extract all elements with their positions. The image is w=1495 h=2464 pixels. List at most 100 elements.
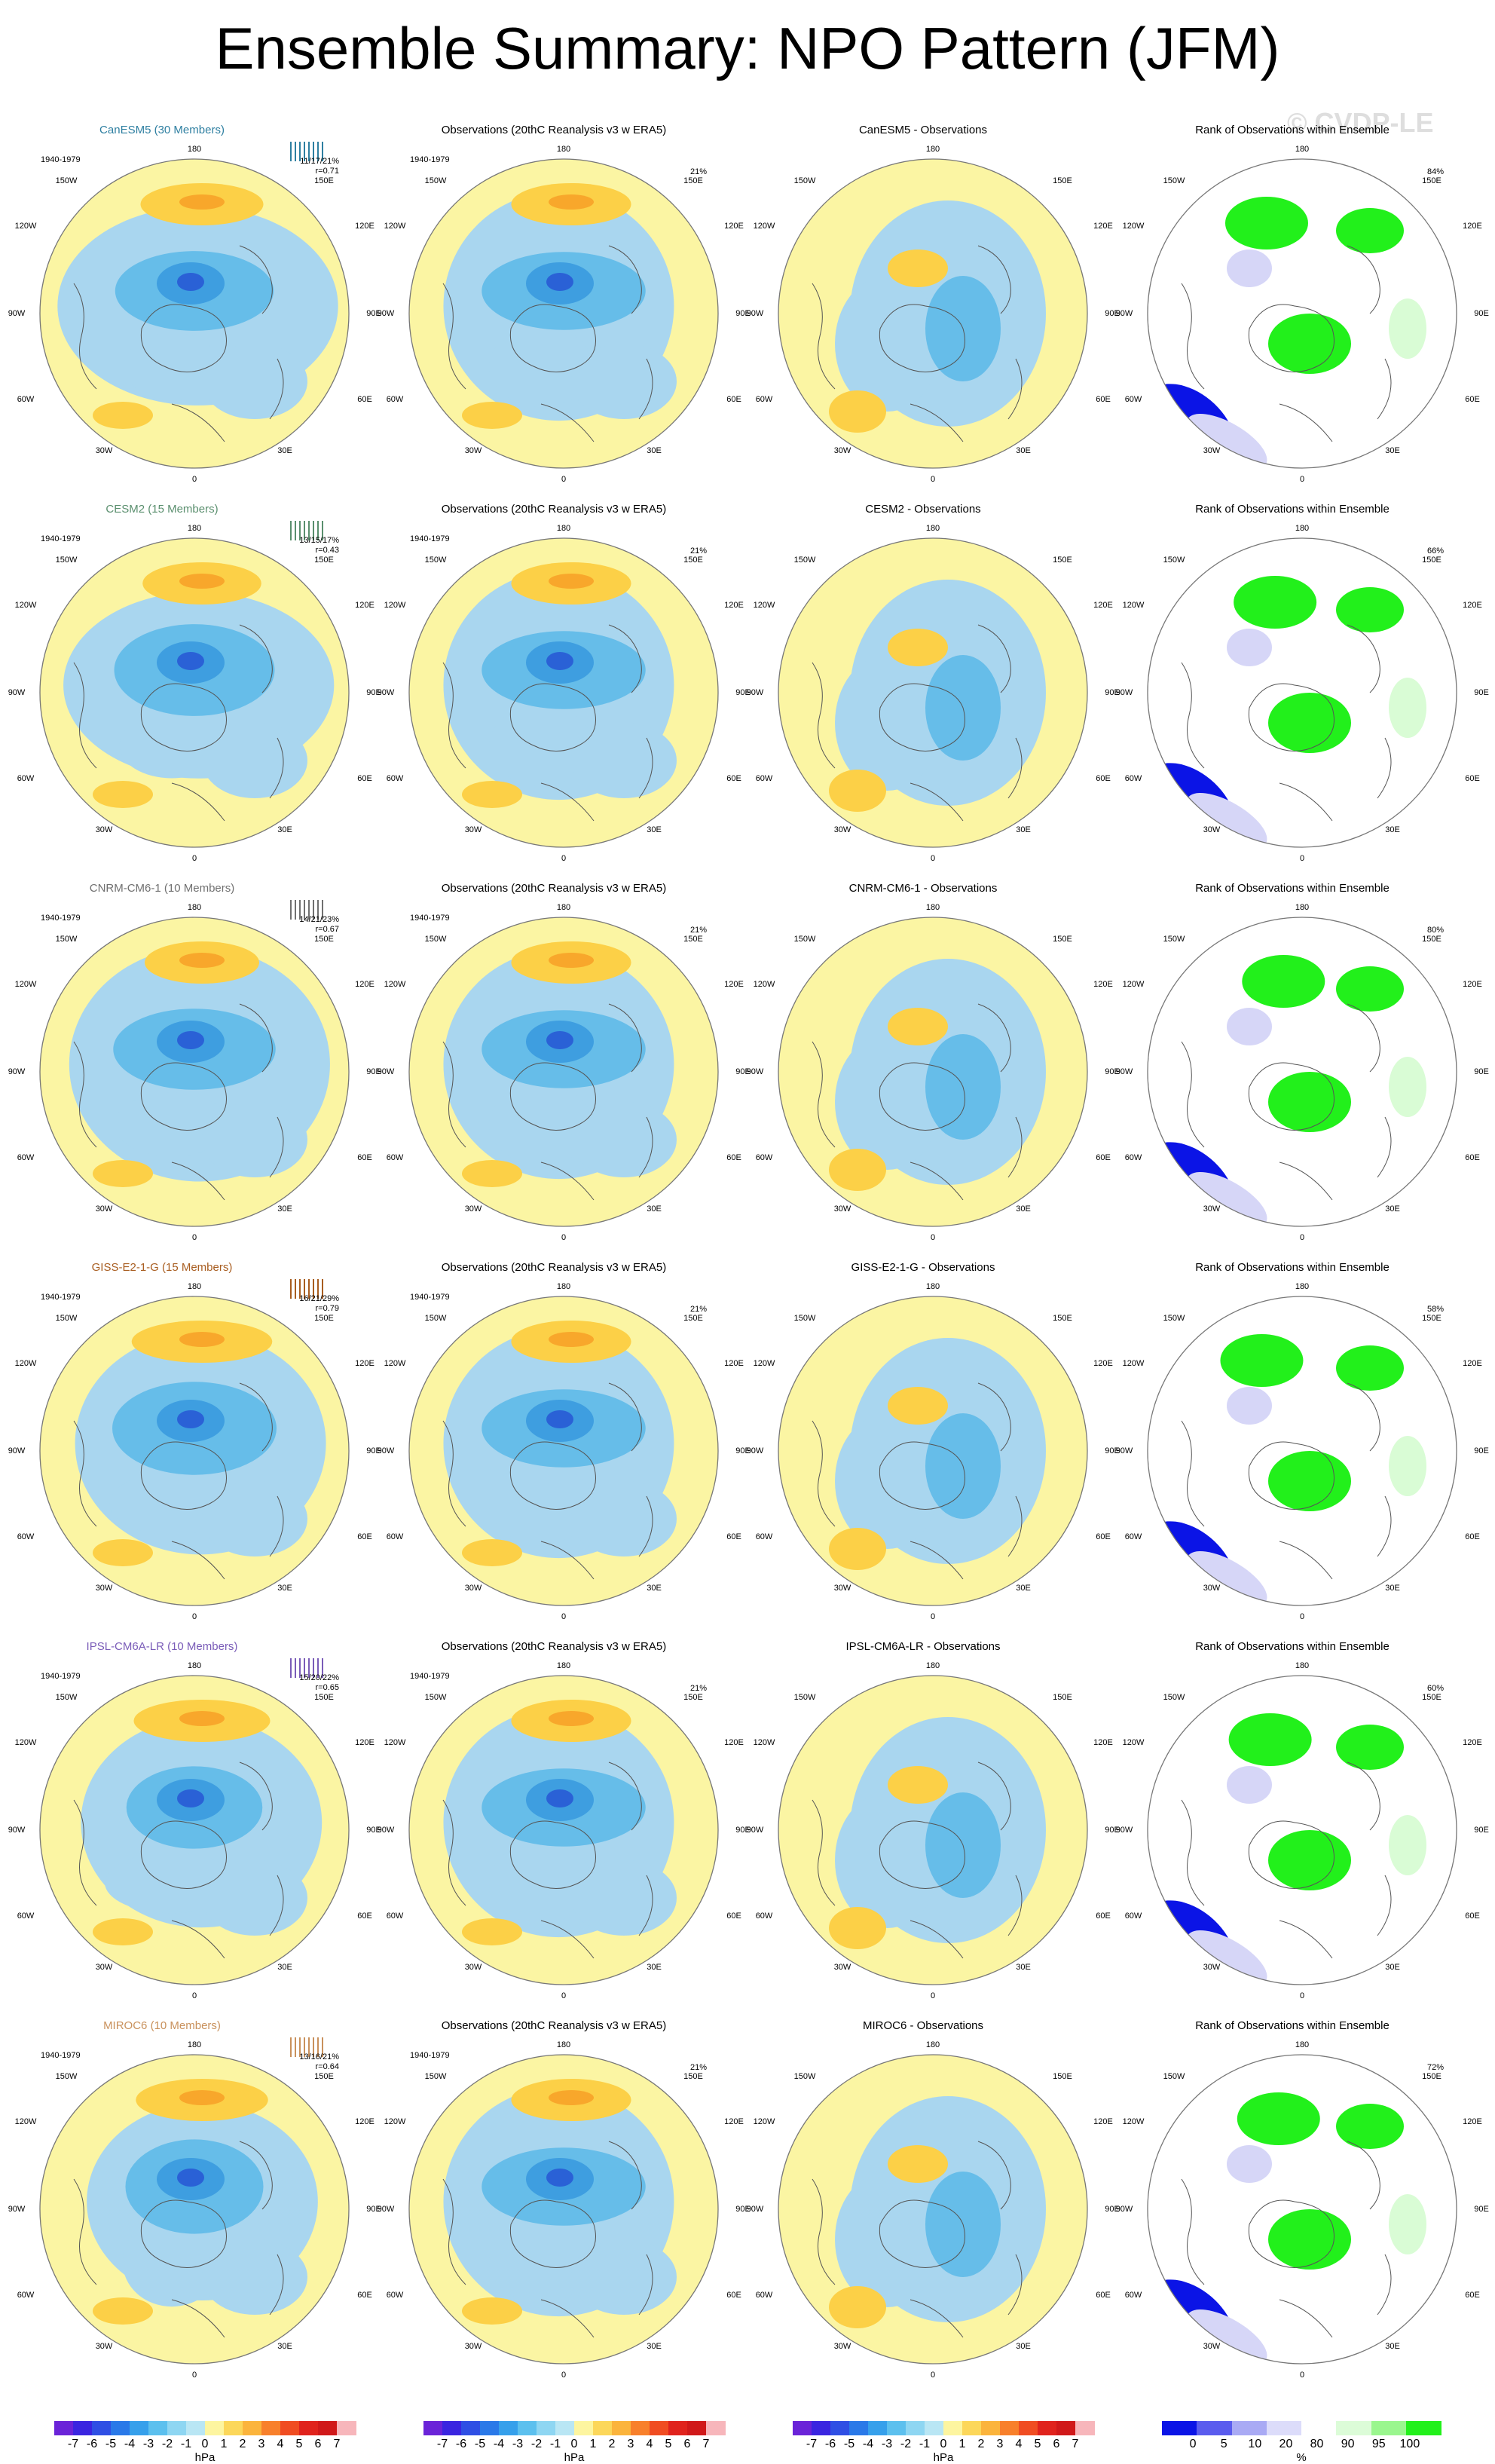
- polar-map: [1147, 917, 1457, 1227]
- axis-label-ese: 60E: [357, 395, 372, 404]
- obs-title: Observations (20thC Reanalysis v3 w ERA5…: [441, 882, 667, 895]
- axis-label-ese: 60E: [726, 1532, 741, 1541]
- axis-label-ese: 60E: [357, 2291, 372, 2300]
- axis-label-ene: 120E: [1463, 2117, 1482, 2126]
- axis-label-w: 90W: [377, 309, 395, 318]
- polar-map: [408, 1296, 719, 1606]
- axis-label-e: 90E: [1474, 1826, 1489, 1835]
- axis-label-bottom: 0: [561, 1991, 567, 2000]
- panel-rank-1: Rank of Observations within Ensemble 66%…: [1108, 486, 1489, 863]
- axis-label-wnw: 120W: [1122, 601, 1145, 610]
- axis-label-ese: 60E: [1096, 2291, 1111, 2300]
- axis-label-ese: 60E: [1096, 1532, 1111, 1541]
- colorbar-unit: hPa: [564, 2451, 585, 2464]
- panel-obs-1: Observations (20thC Reanalysis v3 w ERA5…: [369, 486, 751, 863]
- axis-label-se: 30E: [1385, 1204, 1400, 1214]
- axis-label-e: 90E: [735, 1826, 751, 1835]
- axis-label-ene: 120E: [1093, 2117, 1113, 2126]
- axis-label-sw: 30W: [95, 2342, 113, 2351]
- axis-label-top: 180: [1295, 145, 1310, 154]
- axis-label-wsw: 60W: [755, 1153, 773, 1162]
- colorbar-swatch: [205, 2421, 225, 2435]
- axis-label-bottom: 0: [561, 1233, 567, 1242]
- obs-title: Observations (20thC Reanalysis v3 w ERA5…: [441, 1261, 667, 1274]
- axis-label-bottom: 0: [1299, 1233, 1305, 1242]
- axis-label-w: 90W: [8, 309, 26, 318]
- colorbar-swatch: [54, 2421, 74, 2435]
- colorbar-tick: -3: [512, 2438, 524, 2450]
- axis-label-ne: 150E: [314, 1693, 334, 1702]
- axis-label-nw: 150W: [793, 935, 816, 944]
- panel-diff-3: GISS-E2-1-G - Observations 180 0 150W 150E 1…: [738, 1244, 1120, 1621]
- colorbar-swatch: [243, 2421, 262, 2435]
- axis-label-ese: 60E: [1465, 1912, 1480, 1921]
- axis-label-w: 90W: [1115, 688, 1133, 697]
- model-title: IPSL-CM6A-LR (10 Members): [86, 1640, 238, 1653]
- axis-label-w: 90W: [8, 1446, 26, 1455]
- colorbar-swatch: [1371, 2421, 1407, 2435]
- axis-label-top: 180: [556, 2040, 571, 2049]
- colorbar-tick: -5: [474, 2438, 486, 2450]
- colorbar-tick: -7: [67, 2438, 79, 2450]
- axis-label-w: 90W: [1115, 1067, 1133, 1076]
- axis-label-e: 90E: [1474, 2205, 1489, 2214]
- axis-label-sw: 30W: [833, 1963, 851, 1972]
- colorbar-tick: 95: [1371, 2438, 1386, 2450]
- axis-label-ene: 120E: [724, 2117, 744, 2126]
- axis-label-wnw: 120W: [753, 2117, 775, 2126]
- axis-label-wsw: 60W: [1124, 395, 1142, 404]
- axis-label-ese: 60E: [1465, 1153, 1480, 1162]
- period-label: 1940-1979: [410, 155, 450, 164]
- axis-label-wsw: 60W: [386, 1532, 404, 1541]
- axis-label-top: 180: [1295, 1661, 1310, 1670]
- axis-label-w: 90W: [1115, 2205, 1133, 2214]
- axis-label-ene: 120E: [1463, 1738, 1482, 1747]
- axis-label-top: 180: [187, 524, 202, 533]
- axis-label-w: 90W: [377, 1826, 395, 1835]
- polar-map: [39, 917, 350, 1227]
- colorbar-tick: -4: [124, 2438, 136, 2450]
- colorbar-tick: 20: [1279, 2438, 1293, 2450]
- colorbar-hpa-1: -7 -6 -5 -4 -3 -2 -1 0 1 2 3 4 5 6 7 hPa: [54, 2421, 356, 2464]
- axis-label-ne: 150E: [1053, 556, 1072, 565]
- colorbar-tick: 3: [258, 2438, 265, 2450]
- axis-label-wsw: 60W: [755, 2291, 773, 2300]
- diff-title: CNRM-CM6-1 - Observations: [848, 882, 998, 895]
- obs-title: Observations (20thC Reanalysis v3 w ERA5…: [441, 124, 667, 136]
- panel-obs-2: Observations (20thC Reanalysis v3 w ERA5…: [369, 865, 751, 1242]
- axis-label-e: 90E: [735, 688, 751, 697]
- axis-label-wsw: 60W: [1124, 1153, 1142, 1162]
- axis-label-bottom: 0: [1299, 854, 1305, 863]
- colorbar-swatch: [167, 2421, 187, 2435]
- period-label: 1940-1979: [410, 1672, 450, 1681]
- axis-label-top: 180: [556, 1661, 571, 1670]
- rank-title: Rank of Observations within Ensemble: [1195, 2019, 1390, 2032]
- axis-label-w: 90W: [8, 2205, 26, 2214]
- axis-label-bottom: 0: [561, 2371, 567, 2380]
- axis-label-se: 30E: [277, 1963, 292, 1972]
- colorbar-tick: 4: [646, 2438, 653, 2450]
- colorbar-tick: 2: [977, 2438, 985, 2450]
- axis-label-ne: 150E: [683, 176, 703, 185]
- colorbar-tick: -5: [843, 2438, 855, 2450]
- axis-label-ne: 150E: [1422, 176, 1441, 185]
- axis-label-ene: 120E: [1093, 1359, 1113, 1368]
- panel-diff-0: CanESM5 - Observations 180 0 150W 150E 120W 1…: [738, 107, 1120, 484]
- colorbar-swatch: [943, 2421, 963, 2435]
- polar-map: [1147, 158, 1457, 469]
- rank-title: Rank of Observations within Ensemble: [1195, 124, 1390, 136]
- diff-title: CESM2 - Observations: [865, 503, 981, 516]
- axis-label-wnw: 120W: [14, 1359, 37, 1368]
- axis-label-se: 30E: [1385, 2342, 1400, 2351]
- axis-label-ese: 60E: [726, 2291, 741, 2300]
- panel-obs-4: Observations (20thC Reanalysis v3 w ERA5…: [369, 1624, 751, 2000]
- colorbar-tick: 7: [333, 2438, 341, 2450]
- axis-label-ene: 120E: [355, 222, 375, 231]
- axis-label-wsw: 60W: [17, 1532, 35, 1541]
- axis-label-sw: 30W: [95, 1204, 113, 1214]
- diff-title: CanESM5 - Observations: [858, 124, 988, 136]
- axis-label-w: 90W: [746, 688, 764, 697]
- colorbar-unit: hPa: [194, 2451, 216, 2464]
- axis-label-w: 90W: [1115, 309, 1133, 318]
- axis-label-ese: 60E: [726, 774, 741, 783]
